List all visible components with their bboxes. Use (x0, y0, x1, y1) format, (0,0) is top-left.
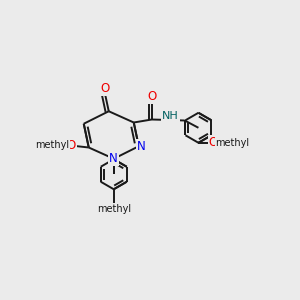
Text: N: N (110, 152, 118, 165)
Text: methyl: methyl (35, 140, 69, 151)
Text: NH: NH (162, 111, 178, 121)
Text: O: O (100, 82, 109, 95)
Text: O: O (66, 139, 75, 152)
Text: methyl: methyl (216, 138, 250, 148)
Text: O: O (209, 136, 218, 149)
Text: O: O (147, 89, 156, 103)
Text: methyl: methyl (97, 203, 131, 214)
Text: N: N (137, 140, 146, 153)
